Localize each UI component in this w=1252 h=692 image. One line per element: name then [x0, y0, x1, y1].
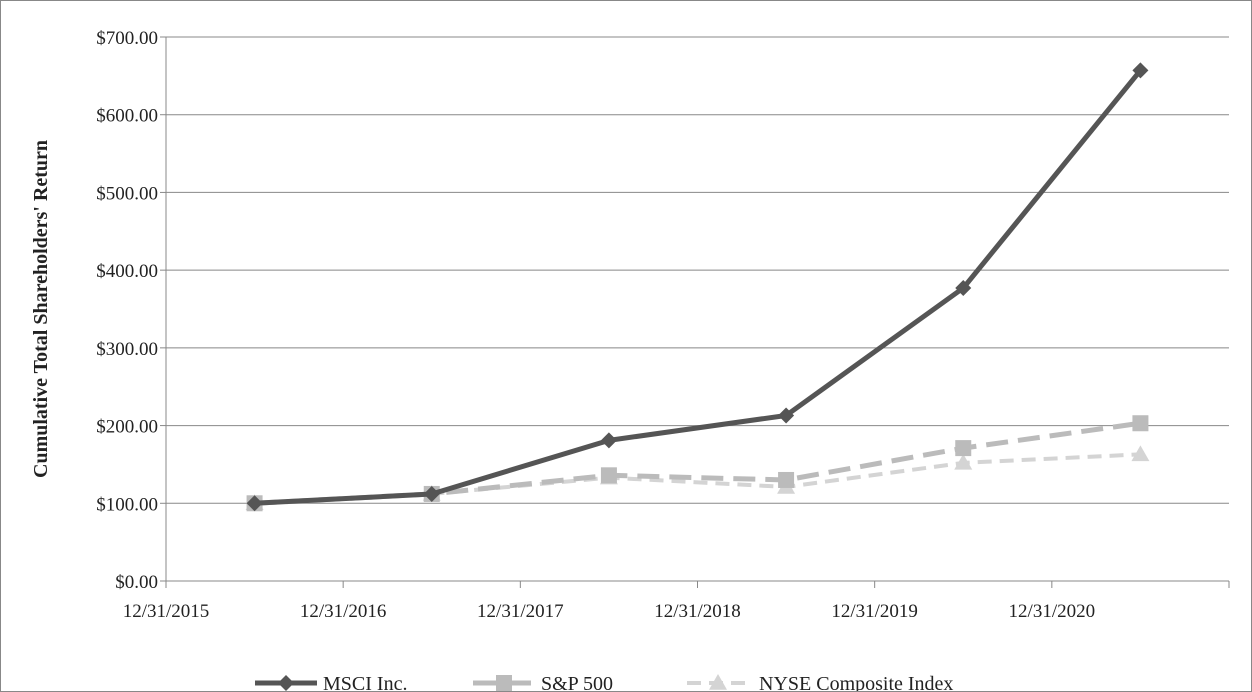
y-tick-label: $400.00	[96, 261, 158, 282]
y-tick-label: $100.00	[96, 494, 158, 515]
data-point	[600, 432, 617, 449]
legend-label: MSCI Inc.	[323, 673, 407, 691]
legend-entry: NYSE Composite Index	[687, 673, 953, 691]
legend-label: S&P 500	[541, 673, 613, 691]
legend-marker	[709, 674, 727, 690]
series-line	[254, 420, 1141, 506]
legend: MSCI Inc. S&P 500 NYSE Composite Index	[255, 673, 953, 691]
data-point	[246, 495, 263, 512]
y-tick-label: $500.00	[96, 183, 158, 204]
legend-entry: MSCI Inc.	[255, 673, 407, 691]
data-point	[1132, 415, 1149, 432]
legend-entry: S&P 500	[473, 673, 613, 691]
legend-marker	[278, 675, 294, 691]
series-lines	[245, 62, 1150, 512]
x-tick-label: 12/31/2019	[831, 601, 918, 622]
data-point	[423, 485, 440, 502]
series-msci-inc	[246, 62, 1149, 512]
series-line	[254, 452, 1141, 506]
series-line	[254, 68, 1143, 506]
y-axis-title: Cumulative Total Shareholders' Return	[30, 140, 52, 478]
data-point	[955, 280, 972, 297]
data-point	[1132, 62, 1149, 79]
data-point	[954, 453, 973, 470]
x-tick-label: 12/31/2015	[123, 601, 210, 622]
data-point	[600, 467, 617, 484]
x-tick-label: 12/31/2020	[1009, 601, 1096, 622]
y-tick-label: $0.00	[115, 572, 158, 593]
y-tick-label: $200.00	[96, 417, 158, 438]
data-point	[1131, 445, 1150, 462]
data-point	[778, 471, 795, 488]
y-tick-label: $600.00	[96, 106, 158, 127]
legend-label: NYSE Composite Index	[759, 673, 953, 691]
x-tick-label: 12/31/2018	[654, 601, 741, 622]
series-nyse-composite-index	[245, 445, 1150, 511]
y-tick-label: $700.00	[96, 28, 158, 49]
y-tick-label: $300.00	[96, 339, 158, 360]
x-tick-label: 12/31/2017	[477, 601, 564, 622]
gridlines	[166, 36, 1229, 504]
data-point	[955, 440, 972, 457]
axes	[160, 36, 1230, 588]
data-point	[778, 407, 795, 424]
tick-labels: $0.00 $100.00 $200.00 $300.00 $400.00 $500.00…	[96, 28, 1095, 622]
x-tick-label: 12/31/2016	[300, 601, 387, 622]
legend-marker	[496, 675, 512, 691]
